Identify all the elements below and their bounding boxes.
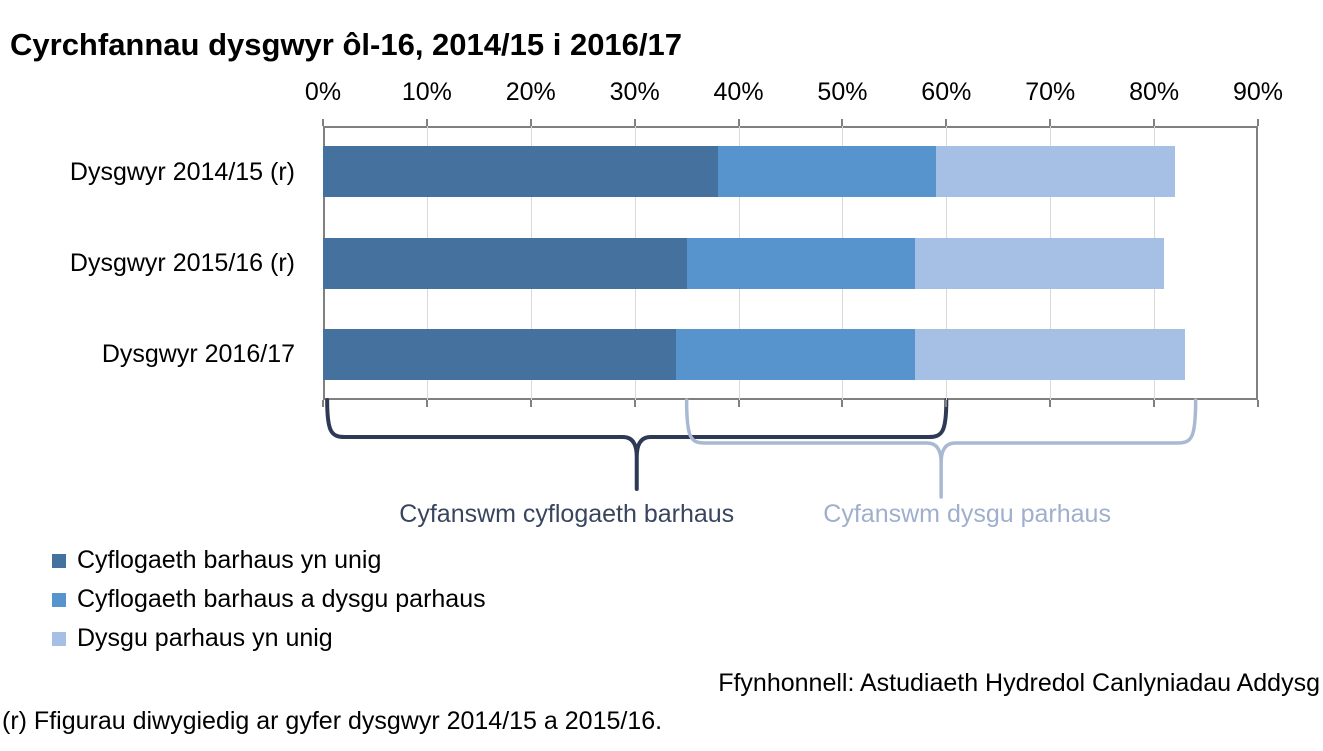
tick-mark-top [425,119,428,126]
tick-mark-bottom [841,400,844,407]
tick-mark-bottom [322,400,324,407]
bar-segment [323,146,718,198]
page-title: Cyrchfannau dysgwyr ôl-16, 2014/15 i 201… [10,26,683,62]
tick-mark-bottom [1153,400,1156,407]
revision-note: (r) Ffigurau diwygiedig ar gyfer dysgwyr… [2,707,663,735]
legend-swatch [52,592,66,607]
brace [684,398,1198,499]
bar-segment [323,237,687,289]
axis-tick-label: 30% [609,78,660,106]
bar-segment [935,146,1175,198]
category-label: Dysgwyr 2015/16 (r) [69,249,295,277]
tick-mark-bottom [737,400,740,407]
axis-tick-label: 0% [304,78,342,106]
axis-tick-label: 50% [817,78,868,106]
tick-mark-bottom [529,400,532,407]
tick-mark-top [945,119,948,126]
axis-tick-label: 60% [921,78,972,106]
tick-mark-top [529,119,532,126]
tick-mark-bottom [633,400,636,407]
tick-mark-top [1257,119,1259,126]
legend-label: Cyflogaeth barhaus a dysgu parhaus [77,585,486,613]
legend-swatch [52,553,66,568]
legend-item: Cyflogaeth barhaus a dysgu parhaus [52,580,486,619]
bar-segment [676,328,916,380]
brace-label: Cyfanswm dysgu parhaus [823,500,1111,528]
tick-mark-top [1153,119,1156,126]
category-label: Dysgwyr 2016/17 [101,340,295,369]
tick-mark-top [841,119,844,126]
legend-swatch [52,631,66,646]
bar-segment [915,237,1165,289]
axis-tick-label: 10% [401,78,452,106]
bar-segment [323,328,677,380]
bar-segment [686,237,916,289]
tick-mark-bottom [1257,400,1259,407]
bar-segment [915,328,1186,380]
tick-mark-top [633,119,636,126]
tick-mark-top [322,119,324,126]
tick-mark-bottom [1049,400,1052,407]
brace-label: Cyfanswm cyflogaeth barhaus [399,500,735,528]
axis-tick-label: 80% [1129,78,1180,106]
tick-mark-bottom [425,400,428,407]
source-text: Ffynhonnell: Astudiaeth Hydredol Canlyni… [718,669,1320,697]
tick-mark-top [1049,119,1052,126]
tick-mark-top [737,119,740,126]
legend-label: Dysgu parhaus yn unig [77,624,333,652]
axis-tick-label: 70% [1025,78,1076,106]
axis-tick-label: 20% [505,78,556,106]
brace [325,398,949,491]
category-label: Dysgwyr 2014/15 (r) [69,157,295,186]
bar-segment [717,146,936,198]
legend-item: Dysgu parhaus yn unig [52,619,486,658]
tick-mark-bottom [945,400,948,407]
chart-legend: Cyflogaeth barhaus yn unig Cyflogaeth bar… [52,541,486,658]
axis-tick-label: 40% [713,78,764,106]
legend-item: Cyflogaeth barhaus yn unig [52,541,486,580]
legend-label: Cyflogaeth barhaus yn unig [77,546,382,574]
axis-tick-label: 90% [1232,78,1284,106]
